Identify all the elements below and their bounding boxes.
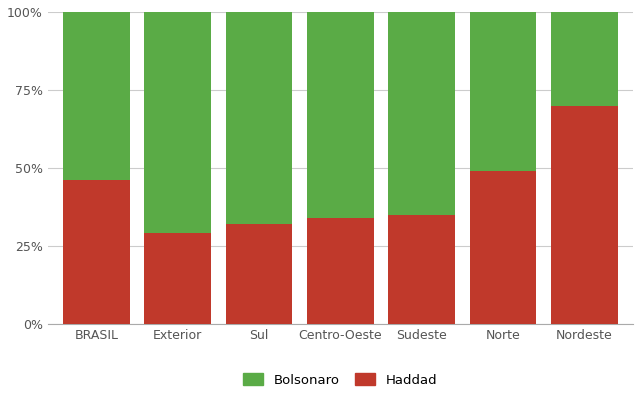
Bar: [145, 233, 211, 324]
Bar: [388, 215, 455, 324]
Bar: [226, 12, 292, 224]
Bar: [470, 12, 536, 171]
Bar: [63, 181, 130, 324]
Bar: [388, 12, 455, 215]
Bar: [551, 12, 618, 105]
Bar: [551, 105, 618, 324]
Bar: [63, 12, 130, 181]
Bar: [145, 12, 211, 233]
Bar: [226, 224, 292, 324]
Bar: [470, 171, 536, 324]
Bar: [307, 12, 374, 218]
Bar: [307, 218, 374, 324]
Legend: Bolsonaro, Haddad: Bolsonaro, Haddad: [238, 368, 443, 392]
